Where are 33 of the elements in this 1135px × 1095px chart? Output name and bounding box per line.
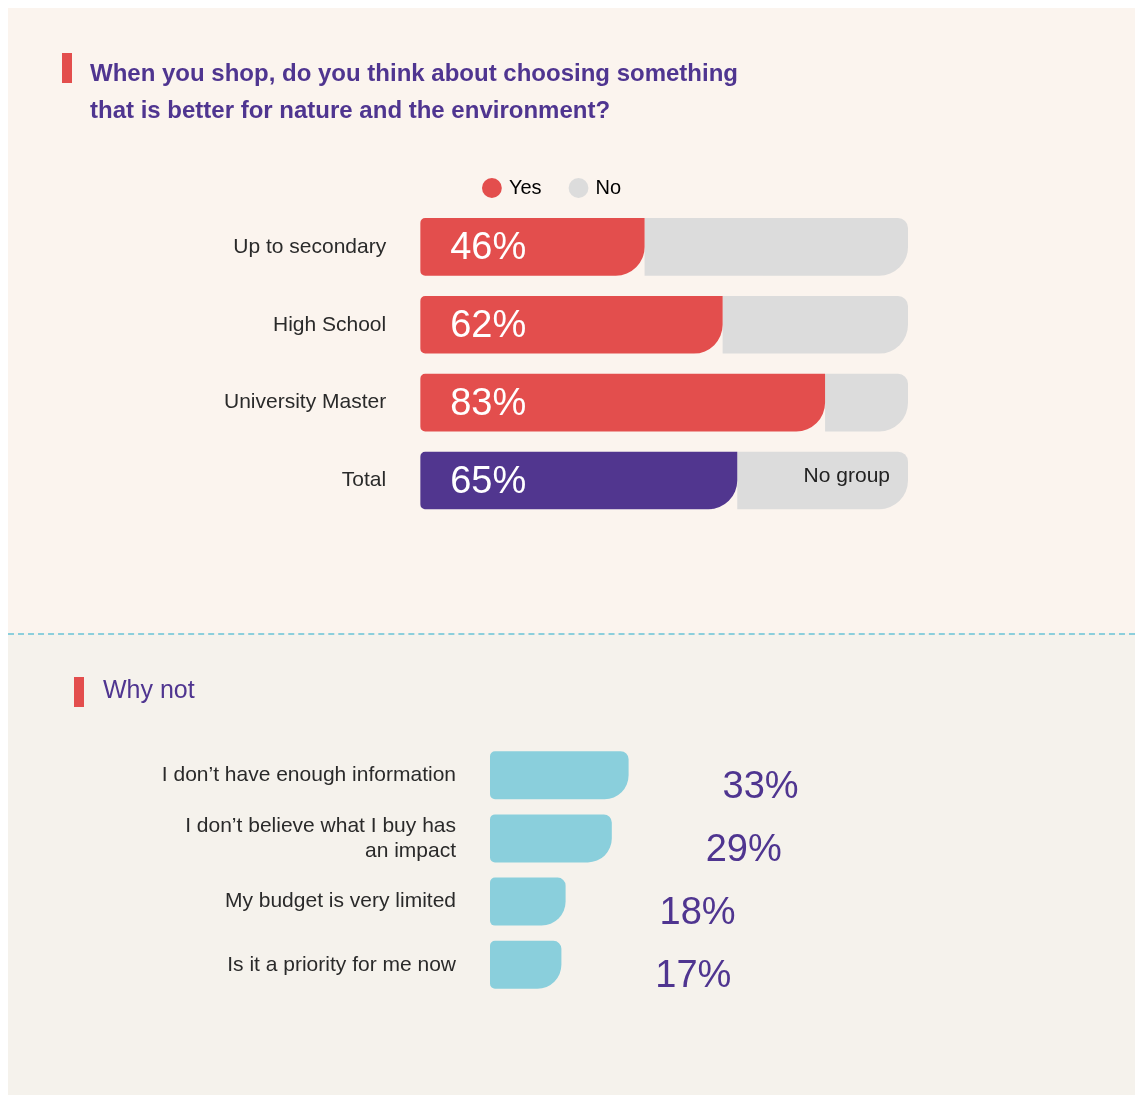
bar bbox=[644, 218, 908, 276]
y-tick-label: My budget is very limited bbox=[224, 888, 456, 912]
data-label: 62% bbox=[450, 303, 527, 346]
bar bbox=[490, 940, 562, 989]
text: Why not bbox=[103, 675, 195, 704]
data-label: 29% bbox=[705, 826, 782, 869]
chart-title: When you shop, do you think about choosing something that is better for nature and the environment? bbox=[90, 58, 739, 125]
y-tick-label: I don’t have enough information bbox=[161, 762, 456, 785]
bar bbox=[420, 218, 645, 276]
bar bbox=[420, 451, 738, 510]
bar bbox=[420, 295, 723, 354]
bar bbox=[722, 295, 908, 354]
bar bbox=[737, 451, 908, 510]
data-label: 18% bbox=[659, 890, 736, 933]
bar bbox=[490, 814, 612, 863]
y-tick-label: I don’t believe what I buy has an impact bbox=[185, 812, 457, 861]
data-label: 83% bbox=[450, 381, 527, 424]
y-tick-label: Total bbox=[341, 467, 387, 491]
bar bbox=[490, 751, 629, 800]
y-tick-label: University Master bbox=[223, 389, 387, 413]
data-label: 46% bbox=[450, 225, 527, 268]
bar bbox=[490, 877, 566, 926]
y-tick-label: Is it a priority for me now bbox=[227, 951, 457, 975]
y-tick-label: High School bbox=[272, 311, 387, 335]
data-label: 33% bbox=[722, 763, 799, 806]
annotation: No group bbox=[803, 463, 890, 487]
legend-label: Yes bbox=[508, 175, 542, 198]
bar bbox=[825, 373, 908, 432]
data-label: 17% bbox=[655, 953, 732, 996]
bar bbox=[420, 373, 826, 432]
y-tick-label: Up to secondary bbox=[233, 233, 387, 257]
legend-label: No bbox=[595, 175, 622, 198]
data-label: 65% bbox=[450, 458, 527, 501]
